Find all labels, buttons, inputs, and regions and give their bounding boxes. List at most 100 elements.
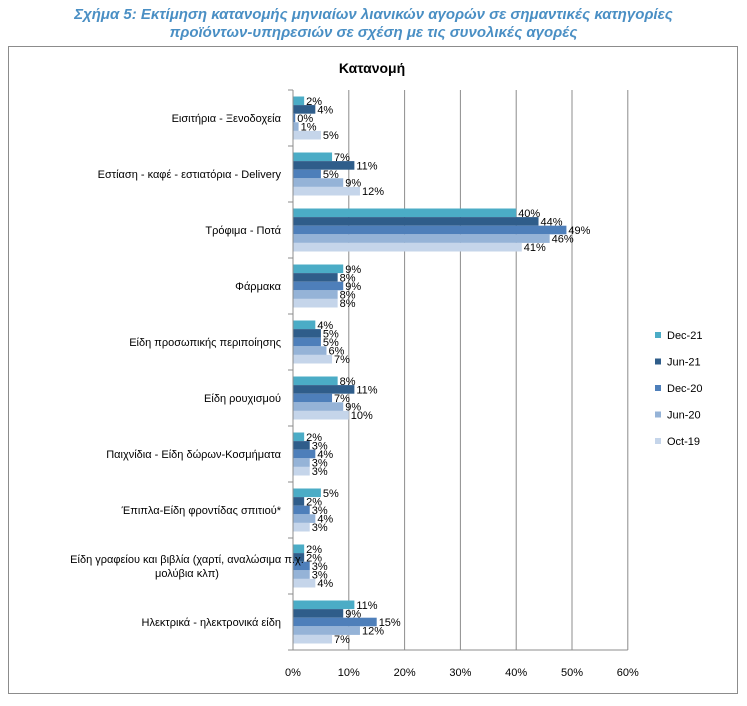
data-label: 3% [312, 505, 328, 517]
x-tick-label: 20% [394, 667, 416, 679]
bar [293, 432, 305, 442]
bar [293, 385, 355, 394]
data-label: 15% [379, 617, 401, 629]
category-label: Τρόφιμα - Ποτά [205, 225, 281, 237]
category-label-line: Είδη γραφείου και βιβλία (χαρτί, αναλώσι… [70, 554, 304, 566]
bar [293, 449, 316, 459]
bar [293, 402, 344, 411]
data-label: 4% [317, 104, 333, 116]
bar-chart: Κατανομή2%7%40%9%4%8%2%5%2%11%4%11%44%8%… [70, 60, 702, 679]
data-label: 8% [340, 298, 356, 310]
category-label: Εισιτήρια - Ξενοδοχεία [172, 113, 282, 125]
category-label: Ηλεκτρικά - ηλεκτρονικά είδη [142, 617, 281, 629]
bar [293, 122, 299, 131]
data-label: 8% [340, 290, 356, 302]
figure-title: Σχήμα 5: Εκτίμηση κατανομής μηνιαίων λια… [0, 6, 747, 42]
bar [293, 617, 377, 627]
bar [293, 178, 344, 187]
x-tick-label: 50% [561, 667, 583, 679]
category-label: Εστίαση - καφέ - εστιατόρια - Delivery [98, 169, 282, 181]
data-label: 10% [351, 410, 373, 422]
legend-label: Oct-19 [667, 436, 700, 448]
data-label: 2% [306, 552, 322, 564]
bar [293, 466, 310, 476]
data-label: 7% [334, 393, 350, 405]
data-label: 4% [317, 578, 333, 590]
data-label: 46% [552, 234, 574, 246]
bar [293, 281, 344, 291]
category-label-line: Τρόφιμα - Ποτά [205, 225, 281, 237]
data-label: 4% [317, 449, 333, 461]
bar [293, 217, 539, 226]
legend-swatch [655, 411, 661, 418]
data-label: 3% [312, 458, 328, 470]
bar [293, 488, 321, 498]
category-label-line: Είδη ρουχισμού [204, 393, 281, 405]
category-label: Παιχνίδια - Είδη δώρων-Κοσμήματα [106, 449, 281, 461]
bar [293, 320, 316, 330]
bar [293, 329, 321, 338]
x-tick-label: 40% [505, 667, 527, 679]
data-label: 2% [306, 544, 322, 556]
legend-label: Dec-21 [667, 330, 702, 342]
category-label-line: Φάρμακα [235, 281, 281, 293]
bar [293, 376, 338, 386]
bar [293, 161, 355, 170]
bar [293, 234, 550, 243]
data-label: 11% [356, 384, 377, 396]
category-label-line: Έπιπλα-Είδη φροντίδας σπιτιού* [121, 505, 282, 517]
bar [293, 497, 305, 506]
figure-title-line-1: Σχήμα 5: Εκτίμηση κατανομής μηνιαίων λια… [74, 6, 673, 23]
bar [293, 561, 310, 571]
data-label: 3% [312, 570, 328, 582]
bar [293, 522, 310, 532]
bar [293, 441, 310, 450]
bar [293, 600, 355, 610]
x-tick-label: 10% [338, 667, 360, 679]
data-label: 5% [323, 130, 339, 142]
data-label: 9% [345, 264, 361, 276]
category-label-line: μολύβια κλπ) [155, 568, 219, 580]
category-label-line: Παιχνίδια - Είδη δώρων-Κοσμήματα [106, 449, 281, 461]
data-label: 7% [334, 634, 350, 646]
category-label-line: Ηλεκτρικά - ηλεκτρονικά είδη [142, 617, 281, 629]
data-label: 5% [323, 337, 339, 349]
bar [293, 626, 360, 635]
data-label: 2% [306, 96, 322, 108]
data-label: 9% [345, 402, 361, 414]
bar [293, 152, 333, 162]
bar [293, 458, 310, 467]
bar [293, 290, 338, 299]
bar [293, 410, 349, 420]
bar [293, 273, 338, 282]
data-label: 9% [345, 281, 361, 293]
data-label: 5% [323, 328, 339, 340]
bar [293, 186, 360, 196]
data-label: 11% [356, 160, 377, 172]
data-label: 5% [323, 169, 339, 181]
bar [293, 570, 310, 579]
legend-swatch [655, 332, 661, 338]
bar [293, 264, 344, 274]
data-label: 1% [301, 122, 317, 134]
data-label: 9% [345, 178, 361, 190]
bar [293, 225, 567, 235]
data-label: 8% [340, 376, 356, 388]
data-label: 5% [323, 488, 339, 500]
bar [293, 242, 522, 252]
data-label: 6% [328, 346, 344, 358]
bar [293, 337, 321, 347]
data-label: 12% [362, 186, 384, 198]
chart-title: Κατανομή [339, 60, 405, 76]
bar [293, 130, 321, 140]
data-label: 9% [345, 608, 361, 620]
chart-frame: Κατανομή 2% 7% 40% 9% 4% 8% 2% 5% 2% 11% 4% 11% 44% 8%… [8, 46, 738, 694]
bar [293, 346, 327, 355]
category-label: Φάρμακα [235, 281, 281, 293]
legend-label: Dec-20 [667, 383, 702, 395]
data-label: 3% [312, 440, 328, 452]
data-label: 12% [362, 626, 384, 638]
data-label: 4% [317, 514, 333, 526]
bar [293, 354, 333, 364]
legend-swatch [655, 358, 661, 365]
